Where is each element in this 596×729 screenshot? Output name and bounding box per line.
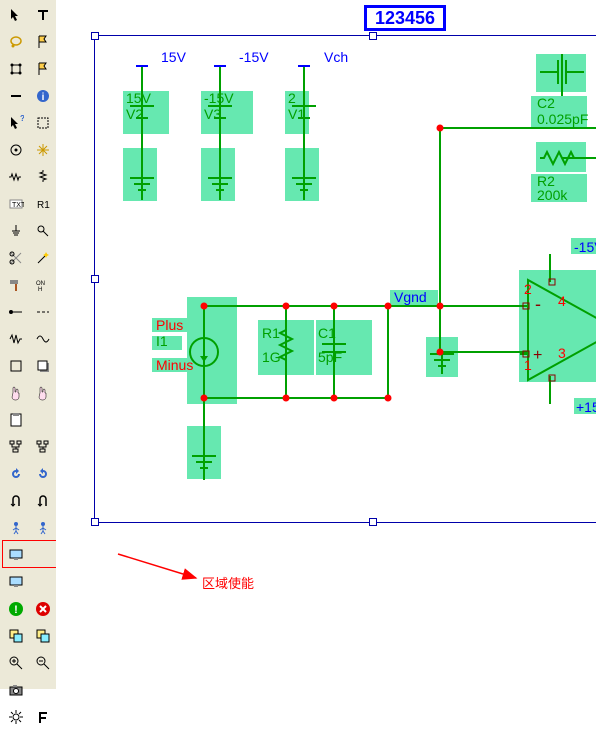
tool-person-right[interactable] (30, 516, 56, 540)
tool-monitor-cfg[interactable] (3, 570, 29, 594)
tool-square[interactable] (3, 354, 29, 378)
tool-dotted-box[interactable] (30, 111, 56, 135)
svg-text:3: 3 (558, 345, 566, 361)
tool-monitor[interactable] (3, 543, 29, 567)
tool-hand-cut[interactable] (3, 381, 29, 405)
tool-flag[interactable] (30, 30, 56, 54)
tool-copy-front[interactable] (3, 624, 29, 648)
tool-zoom-out[interactable] (30, 651, 56, 675)
tool-pointer[interactable] (3, 3, 29, 27)
tool-person-left[interactable] (3, 516, 29, 540)
svg-text:15V: 15V (126, 90, 152, 106)
svg-text:15V: 15V (161, 49, 187, 65)
tool-target[interactable] (3, 138, 29, 162)
schematic-canvas[interactable]: 123456 15V-15VVch-15V+15VVgnd15VV2-15VV3… (56, 0, 596, 689)
tool-help-pointer[interactable]: ? (3, 111, 29, 135)
svg-text:C1: C1 (318, 325, 336, 341)
tool-zoom-in[interactable] (3, 651, 29, 675)
svg-text:+: + (533, 347, 542, 364)
svg-text:2: 2 (288, 90, 296, 106)
tool-dot-line[interactable] (3, 300, 29, 324)
svg-text:0.025pF: 0.025pF (537, 111, 588, 127)
tool-pin[interactable] (3, 84, 29, 108)
svg-text:TXT: TXT (12, 202, 24, 209)
tool-gear[interactable] (3, 705, 29, 729)
svg-text:R1: R1 (262, 325, 280, 341)
toolbar: i? TXT R1 ONH! (0, 0, 57, 689)
tool-shadow-square[interactable] (30, 354, 56, 378)
svg-text:Plus: Plus (156, 317, 183, 333)
tool-blank3 (30, 570, 56, 594)
tool-probe[interactable] (30, 219, 56, 243)
tool-rotate-cw[interactable] (30, 462, 56, 486)
tool-clipboard[interactable] (3, 408, 29, 432)
tool-info[interactable]: i (30, 84, 56, 108)
svg-text:C2: C2 (537, 95, 555, 111)
svg-text:Vch: Vch (324, 49, 348, 65)
svg-text:-15V: -15V (574, 239, 596, 255)
tool-scissors[interactable] (3, 246, 29, 270)
tool-resistor-h[interactable] (3, 165, 29, 189)
tool-wave[interactable] (30, 327, 56, 351)
tool-wand[interactable] (30, 246, 56, 270)
svg-text:-: - (535, 294, 541, 314)
tool-lasso[interactable] (3, 30, 29, 54)
svg-text:+15V: +15V (576, 399, 596, 415)
tool-grid: i? TXT R1 ONH! (0, 0, 56, 729)
tool-dash[interactable] (30, 300, 56, 324)
svg-text:5pF: 5pF (318, 349, 342, 365)
svg-text:Minus: Minus (156, 357, 193, 373)
tool-on-h[interactable]: ONH (30, 273, 56, 297)
tool-hammer[interactable] (3, 273, 29, 297)
tool-tree2[interactable] (30, 435, 56, 459)
tool-jagged[interactable] (3, 327, 29, 351)
tool-enable-ok[interactable]: ! (3, 597, 29, 621)
tool-text-T[interactable] (30, 3, 56, 27)
tool-blank4 (30, 678, 56, 702)
tool-rotate-ccw[interactable] (3, 462, 29, 486)
svg-text:V3: V3 (204, 106, 221, 122)
tool-r1[interactable]: R1 (30, 192, 56, 216)
tool-blank1 (30, 408, 56, 432)
tool-text-label[interactable]: TXT (3, 192, 29, 216)
svg-text:i: i (42, 92, 45, 103)
tool-blank2 (30, 543, 56, 567)
annotation-label: 区域使能 (202, 573, 254, 592)
tool-ground[interactable] (3, 219, 29, 243)
tool-camera[interactable] (3, 678, 29, 702)
tool-nodes[interactable] (3, 57, 29, 81)
tool-u-turn[interactable] (3, 489, 29, 513)
tool-text-F[interactable] (30, 705, 56, 729)
svg-text:R1: R1 (37, 200, 50, 211)
svg-text:Vgnd: Vgnd (394, 289, 427, 305)
svg-text:H: H (38, 287, 42, 293)
tool-u-turn2[interactable] (30, 489, 56, 513)
svg-text:?: ? (20, 115, 24, 123)
tool-hand-point[interactable] (30, 381, 56, 405)
svg-text:2: 2 (524, 281, 532, 297)
svg-text:-15V: -15V (204, 90, 234, 106)
tool-copy-back[interactable] (30, 624, 56, 648)
svg-text:4: 4 (558, 293, 566, 309)
svg-text:1G: 1G (262, 349, 281, 365)
svg-text:V2: V2 (126, 106, 143, 122)
tool-tree1[interactable] (3, 435, 29, 459)
tool-resistor-v[interactable] (30, 165, 56, 189)
svg-text:V1: V1 (288, 106, 305, 122)
svg-text:200k: 200k (537, 187, 568, 203)
schematic-drawing: 15V-15VVch-15V+15VVgnd15VV2-15VV32V1C20.… (56, 0, 596, 689)
svg-text:!: ! (14, 604, 18, 616)
svg-text:I1: I1 (156, 333, 168, 349)
tool-flag2[interactable] (30, 57, 56, 81)
svg-text:-15V: -15V (239, 49, 269, 65)
tool-enable-cancel[interactable] (30, 597, 56, 621)
svg-text:1: 1 (524, 357, 532, 373)
tool-sparkle[interactable] (30, 138, 56, 162)
